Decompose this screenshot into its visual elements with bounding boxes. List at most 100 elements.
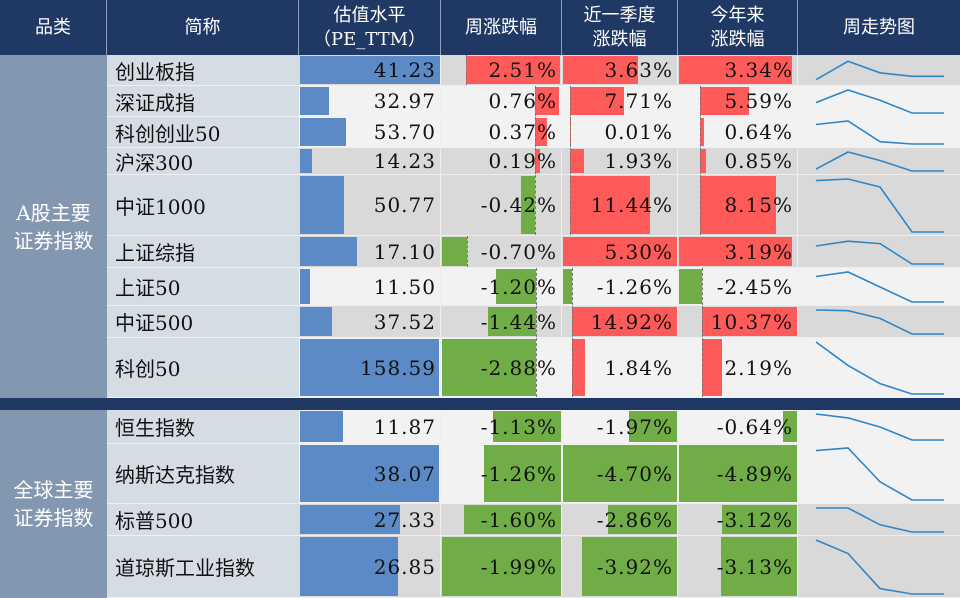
- trend-sparkline: [815, 151, 944, 172]
- data-bar-axis: [700, 148, 701, 174]
- data-bar-axis: [535, 86, 536, 116]
- pe-cell: 158.59: [299, 338, 441, 398]
- category-line1: 全球主要: [13, 478, 94, 502]
- quarter-value: 0.01%: [604, 120, 673, 144]
- data-bar-axis: [570, 148, 571, 174]
- pe-data-bar: [300, 118, 346, 146]
- ytd-value: 2.19%: [724, 355, 793, 380]
- loss-data-bar: [608, 505, 677, 534]
- quarter-value: -1.97%: [596, 414, 673, 439]
- data-bar-axis: [535, 175, 536, 235]
- quarter-value: 14.92%: [590, 309, 673, 334]
- gain-data-bar: [570, 176, 650, 234]
- index-name: 恒生指数: [107, 410, 299, 444]
- pe-data-bar: [300, 149, 312, 173]
- gain-data-bar: [702, 339, 722, 396]
- pe-cell: 38.07: [299, 444, 441, 504]
- gain-data-bar: [535, 149, 540, 173]
- trend-line: [815, 60, 944, 81]
- loss-data-bar: [582, 537, 677, 596]
- pe-data-bar: [300, 307, 332, 336]
- header-trend[interactable]: 周走势图: [798, 0, 960, 55]
- trend-line: [815, 447, 944, 501]
- ytd-value: 8.15%: [724, 193, 793, 217]
- header-quarter[interactable]: 近一季度 涨跌幅: [562, 0, 678, 55]
- header-quarter-line1: 近一季度: [583, 4, 656, 26]
- trend-line: [815, 120, 944, 145]
- quarter-cell: 1.84%: [562, 338, 678, 398]
- header-week[interactable]: 周涨跌幅: [441, 0, 562, 55]
- index-name: 中证500: [107, 306, 299, 338]
- index-name: 标普500: [107, 504, 299, 536]
- trend-sparkline: [815, 271, 944, 303]
- pe-cell: 14.23: [299, 148, 441, 175]
- trend-sparkline: [815, 539, 944, 595]
- pe-cell: 37.52: [299, 306, 441, 338]
- header-name[interactable]: 简称: [107, 0, 299, 55]
- pe-value: 50.77: [373, 193, 436, 217]
- pe-data-bar: [300, 445, 439, 502]
- quarter-cell: -1.97%: [562, 410, 678, 444]
- trend-line: [815, 539, 944, 595]
- week-cell: -1.99%: [441, 536, 562, 598]
- quarter-cell: -2.86%: [562, 504, 678, 536]
- week-value: 0.76%: [488, 89, 557, 113]
- trend-sparkline: [815, 309, 944, 335]
- week-cell: -1.20%: [441, 268, 562, 306]
- pe-data-bar: [300, 87, 329, 115]
- quarter-value: 3.63%: [604, 58, 673, 82]
- data-bar-axis: [570, 86, 571, 116]
- trend-sparkline: [815, 60, 944, 81]
- quarter-cell: 3.63%: [562, 55, 678, 86]
- week-cell: 0.19%: [441, 148, 562, 175]
- trend-line: [815, 89, 944, 114]
- trend-line: [815, 151, 944, 172]
- quarter-value: -4.70%: [596, 461, 673, 486]
- ytd-cell: -2.45%: [678, 268, 798, 306]
- loss-data-bar: [563, 445, 677, 502]
- ytd-cell: 8.15%: [678, 175, 798, 236]
- gain-data-bar: [570, 149, 584, 173]
- trend-sparkline: [816, 507, 944, 533]
- ytd-cell: 3.34%: [678, 55, 798, 86]
- pe-value: 32.97: [373, 89, 436, 113]
- week-cell: 2.51%: [441, 55, 562, 86]
- quarter-value: -2.86%: [596, 507, 673, 532]
- loss-data-bar: [442, 237, 467, 266]
- week-value: -1.44%: [480, 309, 557, 334]
- pe-value: 26.85: [373, 554, 436, 579]
- trend-sparkline-cell: [798, 536, 960, 598]
- header-category[interactable]: 品类: [0, 0, 107, 55]
- data-bar-axis: [536, 268, 537, 305]
- loss-data-bar: [783, 411, 797, 442]
- loss-data-bar: [442, 537, 561, 596]
- trend-sparkline-cell: [798, 338, 960, 398]
- gain-data-bar: [700, 118, 704, 146]
- week-cell: -0.42%: [441, 175, 562, 236]
- quarter-value: 11.44%: [590, 193, 673, 217]
- trend-sparkline-cell: [798, 410, 960, 444]
- header-pe[interactable]: 估值水平 （PE_TTM）: [299, 0, 441, 55]
- header-ytd-line2: 涨跌幅: [710, 28, 765, 50]
- header-ytd[interactable]: 今年来 涨跌幅: [678, 0, 798, 55]
- data-bar-axis: [570, 175, 571, 235]
- pe-value: 11.87: [373, 414, 436, 439]
- pe-value: 14.23: [373, 149, 436, 173]
- data-bar-axis: [466, 55, 467, 85]
- trend-line: [815, 240, 944, 265]
- trend-sparkline-cell: [798, 268, 960, 306]
- ytd-cell: 0.64%: [678, 117, 798, 148]
- ytd-cell: 5.59%: [678, 86, 798, 117]
- index-name: 上证综指: [107, 236, 299, 268]
- trend-sparkline-cell: [798, 175, 960, 236]
- index-name: 科创50: [107, 338, 299, 398]
- week-cell: 0.37%: [441, 117, 562, 148]
- ytd-value: 0.85%: [724, 149, 793, 173]
- gain-data-bar: [572, 307, 677, 336]
- loss-data-bar: [521, 176, 535, 234]
- trend-sparkline-cell: [798, 117, 960, 148]
- trend-line: [815, 309, 944, 335]
- quarter-cell: 11.44%: [562, 175, 678, 236]
- pe-value: 11.50: [373, 274, 436, 299]
- index-name: 中证1000: [107, 175, 299, 236]
